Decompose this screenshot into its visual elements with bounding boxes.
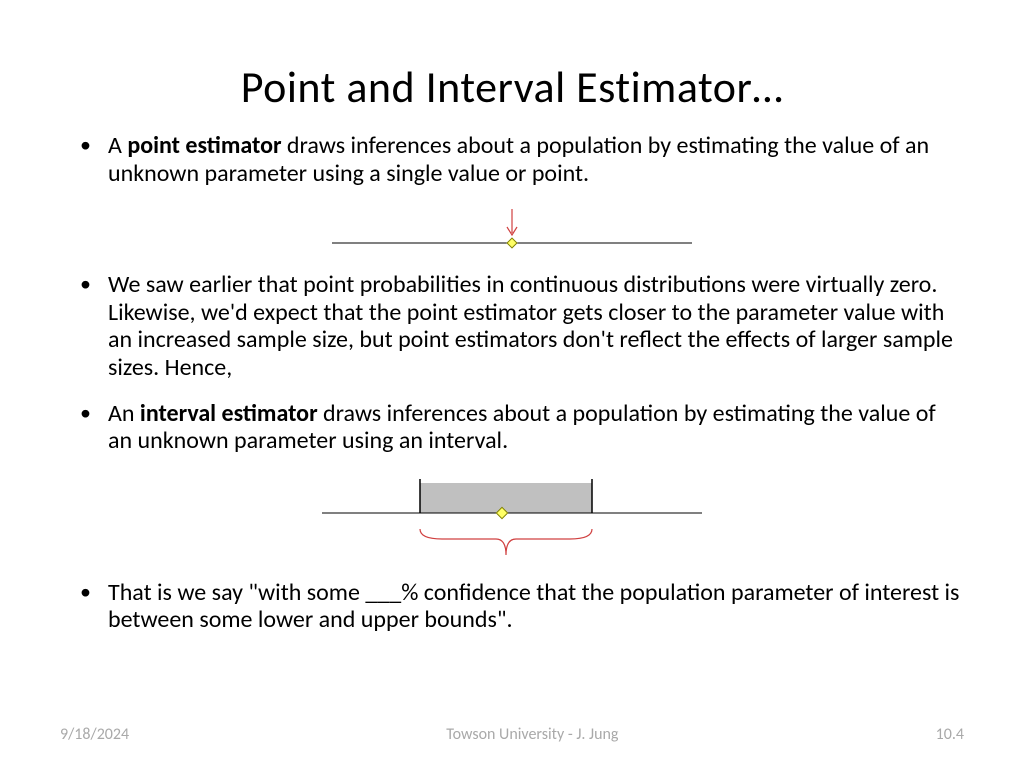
page-title: Point and Interval Estimator…: [60, 60, 964, 114]
bullet-list-2: We saw earlier that point probabilities …: [60, 271, 964, 455]
bullet-4-text: That is we say "with some ___% confidenc…: [108, 578, 959, 635]
footer-page: 10.4: [936, 725, 964, 744]
bullet-list: A point estimator draws inferences about…: [60, 132, 964, 187]
bullet-2: We saw earlier that point probabilities …: [80, 271, 964, 381]
point-estimator-diagram: [322, 205, 702, 255]
interval-band: [420, 483, 592, 513]
bullet-1: A point estimator draws inferences about…: [80, 132, 964, 187]
interval-estimator-diagram: [312, 473, 712, 563]
bullet-2-text: We saw earlier that point probabilities …: [108, 270, 953, 382]
bullet-1-bold: point estimator: [127, 131, 281, 160]
bullet-3-bold: interval estimator: [140, 399, 318, 428]
bullet-1-pre: A: [108, 131, 127, 160]
bullet-3-pre: An: [108, 399, 140, 428]
bullet-4: That is we say "with some ___% confidenc…: [80, 579, 964, 634]
footer-date: 9/18/2024: [60, 725, 129, 744]
point-marker: [507, 238, 517, 248]
slide: Point and Interval Estimator… A point es…: [0, 0, 1024, 768]
footer: 9/18/2024 Towson University - J. Jung 10…: [0, 725, 1024, 744]
curly-brace: [420, 529, 592, 555]
footer-center: Towson University - J. Jung: [446, 725, 618, 744]
bullet-3: An interval estimator draws inferences a…: [80, 400, 964, 455]
bullet-list-3: That is we say "with some ___% confidenc…: [60, 579, 964, 634]
